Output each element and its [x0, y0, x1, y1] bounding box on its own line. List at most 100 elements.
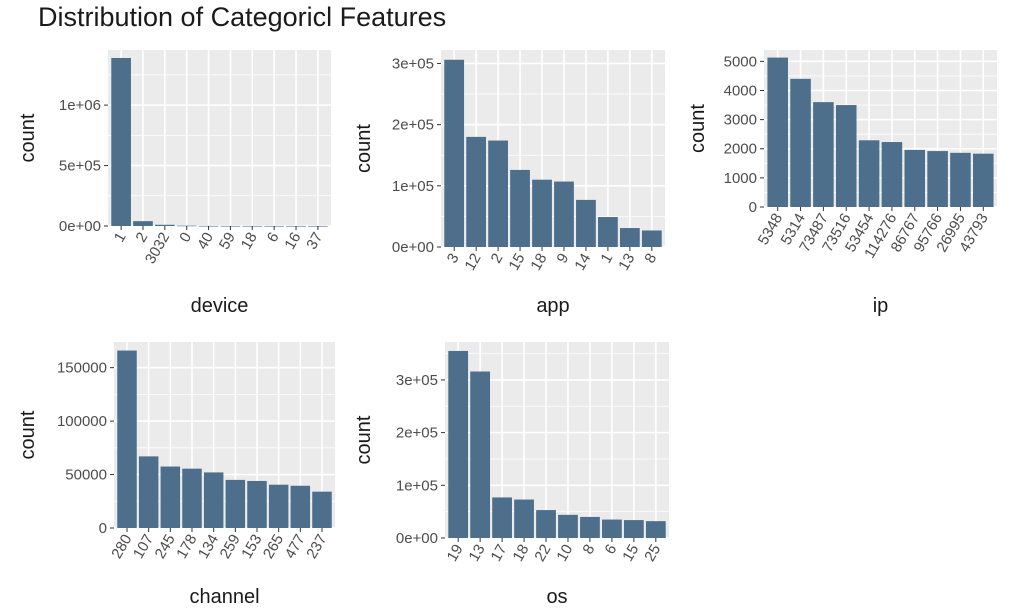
- bar-22: [536, 510, 556, 538]
- y-tick-label: 1e+06: [59, 97, 101, 114]
- x-tick-label: 17: [487, 542, 510, 565]
- x-tick-label: 3032: [142, 230, 173, 267]
- x-tick-label: 22: [531, 542, 554, 565]
- y-tick-label: 150000: [57, 360, 107, 377]
- y-tick-label: 1e+05: [396, 477, 438, 494]
- x-tick-label: 15: [619, 542, 642, 565]
- bar-5314: [790, 78, 811, 207]
- bar-477: [290, 485, 311, 528]
- x-tick-label: 25: [641, 542, 664, 565]
- bar-178: [182, 468, 202, 528]
- bar-259: [225, 479, 246, 528]
- x-tick-label: 6: [601, 542, 620, 558]
- bar-3: [444, 59, 465, 247]
- bar-73487: [813, 102, 834, 207]
- bar-1: [111, 57, 131, 226]
- bar-25: [645, 521, 666, 538]
- y-tick-label: 3000: [724, 112, 757, 129]
- y-tick-label: 1e+05: [392, 178, 434, 195]
- x-tick-label: 19: [444, 542, 467, 565]
- x-axis-title: channel: [189, 586, 259, 608]
- y-tick-label: 3e+05: [396, 372, 438, 389]
- bar-18: [532, 179, 552, 247]
- y-tick-label: 0: [99, 520, 107, 537]
- bar-9: [554, 181, 574, 247]
- x-tick-label: 13: [615, 251, 638, 274]
- x-tick-label: 6: [264, 230, 283, 246]
- y-tick-label: 1000: [724, 170, 757, 187]
- x-axis-title: ip: [873, 295, 889, 317]
- y-tick-label: 2e+05: [392, 117, 434, 134]
- x-tick-label: 8: [641, 251, 660, 267]
- y-tick-label: 4000: [724, 82, 757, 99]
- bar-95766: [927, 151, 948, 207]
- bar-43793: [973, 153, 994, 207]
- y-tick-label: 0e+00: [59, 218, 101, 235]
- bar-17: [492, 497, 512, 538]
- x-tick-label: 259: [217, 532, 244, 562]
- bar-153: [247, 480, 267, 528]
- bar-15: [623, 520, 644, 538]
- x-tick-label: 134: [195, 532, 222, 562]
- y-tick-label: 5e+05: [59, 158, 101, 175]
- bar-3032: [155, 224, 175, 226]
- bar-8: [641, 230, 662, 247]
- x-tick-label: 59: [216, 230, 239, 253]
- x-tick-label: 9: [554, 251, 573, 267]
- x-axis-title: app: [536, 295, 569, 317]
- bar-10: [558, 514, 578, 538]
- x-tick-label: 2: [133, 230, 152, 246]
- x-tick-label: 18: [238, 230, 261, 253]
- y-tick-label: 3e+05: [392, 55, 434, 72]
- y-axis-title: count: [353, 124, 375, 173]
- y-tick-label: 0e+00: [392, 239, 434, 256]
- x-tick-label: 477: [282, 532, 309, 562]
- y-axis-title: count: [353, 415, 375, 464]
- x-tick-label: 37: [303, 230, 326, 253]
- x-tick-label: 178: [173, 532, 200, 562]
- x-tick-label: 13: [466, 542, 489, 565]
- bar-265: [268, 484, 289, 528]
- bar-6: [602, 519, 622, 538]
- bar-14: [576, 199, 596, 247]
- x-tick-label: 1: [111, 230, 130, 246]
- x-tick-label: 1: [597, 251, 616, 267]
- bar-12: [466, 136, 487, 247]
- bar-5348: [767, 57, 788, 207]
- y-tick-label: 2000: [724, 141, 757, 158]
- bar-237: [312, 491, 332, 528]
- y-tick-label: 0: [749, 199, 757, 216]
- x-tick-label: 12: [462, 251, 485, 274]
- page-title: Distribution of Categoricl Features: [38, 2, 447, 32]
- x-tick-label: 14: [571, 251, 594, 274]
- bar-1: [598, 217, 618, 247]
- y-tick-label: 2e+05: [396, 425, 438, 442]
- bar-18: [514, 499, 534, 538]
- y-tick-label: 0e+00: [396, 530, 438, 547]
- x-tick-label: 10: [553, 542, 576, 565]
- panel-background: [108, 50, 331, 226]
- y-tick-label: 5000: [724, 53, 757, 70]
- bar-15: [510, 169, 530, 247]
- bar-134: [203, 472, 224, 528]
- x-tick-label: 265: [260, 532, 287, 562]
- bar-73516: [835, 105, 857, 207]
- y-axis-title: count: [17, 113, 39, 162]
- x-axis-title: os: [546, 586, 567, 608]
- x-tick-label: 18: [527, 251, 550, 274]
- x-tick-label: 0: [176, 230, 195, 246]
- x-tick-label: 16: [281, 230, 304, 253]
- bar-2: [133, 221, 153, 226]
- x-tick-label: 245: [152, 532, 179, 562]
- x-tick-label: 153: [238, 532, 265, 562]
- y-axis-title: count: [687, 104, 709, 153]
- bar-13: [619, 228, 640, 247]
- x-tick-label: 15: [505, 251, 528, 274]
- bar-280: [117, 350, 137, 528]
- x-tick-label: 2: [488, 251, 507, 267]
- x-tick-label: 107: [130, 532, 157, 562]
- y-tick-label: 100000: [57, 413, 107, 430]
- x-tick-label: 8: [580, 542, 599, 558]
- x-tick-label: 40: [194, 230, 217, 253]
